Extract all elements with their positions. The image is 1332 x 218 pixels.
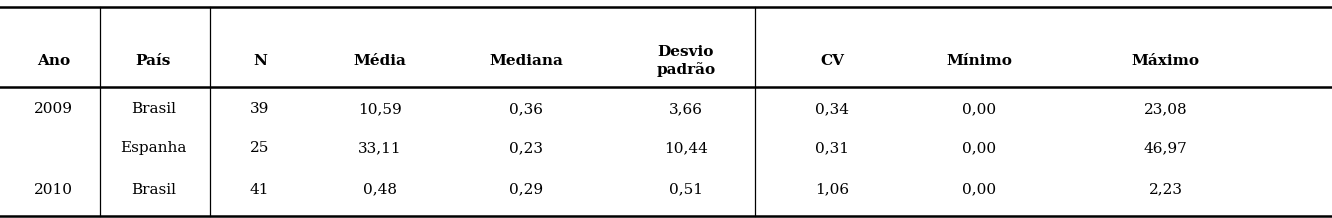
Text: 10,44: 10,44	[665, 141, 707, 155]
Text: CV: CV	[821, 54, 844, 68]
Text: 0,31: 0,31	[815, 141, 850, 155]
Text: 0,51: 0,51	[669, 183, 703, 197]
Text: 0,48: 0,48	[362, 183, 397, 197]
Text: 25: 25	[250, 141, 269, 155]
Text: 0,23: 0,23	[509, 141, 543, 155]
Text: Desvio
padrão: Desvio padrão	[657, 45, 715, 77]
Text: Espanha: Espanha	[120, 141, 186, 155]
Text: Brasil: Brasil	[131, 102, 176, 116]
Text: 0,29: 0,29	[509, 183, 543, 197]
Text: Brasil: Brasil	[131, 183, 176, 197]
Text: País: País	[136, 54, 170, 68]
Text: 10,59: 10,59	[358, 102, 401, 116]
Text: 0,00: 0,00	[962, 141, 996, 155]
Text: Máximo: Máximo	[1131, 54, 1200, 68]
Text: N: N	[253, 54, 266, 68]
Text: Mínimo: Mínimo	[946, 54, 1012, 68]
Text: 33,11: 33,11	[358, 141, 401, 155]
Text: Média: Média	[353, 54, 406, 68]
Text: 0,00: 0,00	[962, 102, 996, 116]
Text: 0,34: 0,34	[815, 102, 850, 116]
Text: 1,06: 1,06	[815, 183, 850, 197]
Text: 3,66: 3,66	[669, 102, 703, 116]
Text: 41: 41	[250, 183, 269, 197]
Text: 46,97: 46,97	[1144, 141, 1187, 155]
Text: 2009: 2009	[33, 102, 73, 116]
Text: 2,23: 2,23	[1148, 183, 1183, 197]
Text: 23,08: 23,08	[1144, 102, 1187, 116]
Text: 2010: 2010	[33, 183, 73, 197]
Text: 39: 39	[250, 102, 269, 116]
Text: 0,36: 0,36	[509, 102, 543, 116]
Text: Ano: Ano	[37, 54, 69, 68]
Text: Mediana: Mediana	[489, 54, 563, 68]
Text: 0,00: 0,00	[962, 183, 996, 197]
